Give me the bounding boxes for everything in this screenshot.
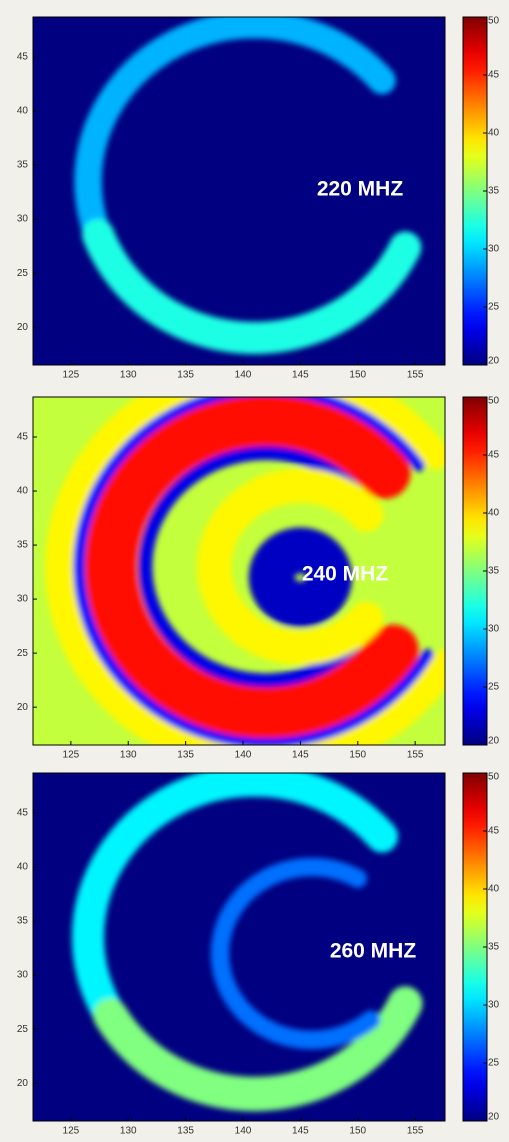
- heat-arc: [85, 397, 419, 739]
- heat-arc: [93, 986, 423, 1112]
- y-tick-label: 35: [17, 916, 29, 927]
- plot-frame: [32, 16, 446, 366]
- colorbar-tick-label: 50: [488, 396, 500, 407]
- colorbar-tick-label: 45: [488, 70, 500, 81]
- x-tick-label: 155: [407, 750, 424, 761]
- x-tick-label: 150: [349, 750, 366, 761]
- y-tick-label: 45: [17, 808, 29, 819]
- colorbar-tick-label: 20: [488, 736, 500, 747]
- heat-arc: [45, 397, 445, 745]
- y-tick-label: 30: [17, 214, 29, 225]
- x-tick-label: 150: [349, 370, 366, 381]
- plot-frame: [32, 396, 446, 746]
- colorbar-tick-label: 40: [488, 128, 500, 139]
- heat-arc: [74, 17, 396, 249]
- x-tick-label: 145: [292, 750, 309, 761]
- x-tick-label: 145: [292, 1126, 309, 1137]
- panel-label: 220 MHZ: [317, 178, 404, 201]
- y-tick-label: 35: [17, 160, 29, 171]
- y-tick-label: 25: [17, 268, 29, 279]
- heat-arc: [82, 218, 422, 355]
- plot-frame: [32, 772, 446, 1122]
- rings: [72, 773, 423, 1112]
- plot-area: [33, 397, 445, 745]
- x-tick-label: 140: [235, 750, 252, 761]
- y-tick-label: 40: [17, 486, 29, 497]
- x-tick-label: 140: [235, 1126, 252, 1137]
- y-tick-label: 25: [17, 1024, 29, 1035]
- y-tick-label: 25: [17, 648, 29, 659]
- colorbar-tick-label: 50: [488, 16, 500, 27]
- colorbar-tick-label: 20: [488, 1112, 500, 1123]
- x-tick-label: 155: [407, 1126, 424, 1137]
- heat-arc: [138, 446, 372, 688]
- colorbar-tick-label: 30: [488, 244, 500, 255]
- colorbar-tick-label: 40: [488, 884, 500, 895]
- colorbar-tick-label: 50: [488, 772, 500, 783]
- plot-area: [33, 773, 445, 1121]
- colorbar-tick-label: 45: [488, 826, 500, 837]
- x-tick-label: 130: [120, 1126, 137, 1137]
- colorbar-tick-label: 35: [488, 942, 500, 953]
- y-tick-label: 30: [17, 970, 29, 981]
- x-tick-label: 145: [292, 370, 309, 381]
- heat-arc: [72, 773, 399, 1032]
- x-tick-label: 125: [63, 370, 80, 381]
- y-tick-label: 40: [17, 862, 29, 873]
- y-tick-label: 45: [17, 52, 29, 63]
- x-tick-label: 155: [407, 370, 424, 381]
- y-tick-label: 45: [17, 432, 29, 443]
- colorbar-tick-label: 25: [488, 682, 500, 693]
- x-tick-label: 150: [349, 1126, 366, 1137]
- x-tick-label: 135: [177, 370, 194, 381]
- panel-label: 260 MHZ: [330, 940, 417, 963]
- heat-arc: [197, 468, 384, 665]
- x-tick-label: 125: [63, 1126, 80, 1137]
- rings: [74, 17, 422, 355]
- heatmap-panel: 125 130 135 140 145 150 155 20 25 30 35 40 45 240 MHZ…: [17, 396, 500, 761]
- y-tick-label: 20: [17, 1078, 29, 1089]
- colorbar-tick-label: 30: [488, 1000, 500, 1011]
- colorbar-tick-label: 25: [488, 302, 500, 313]
- heatmap-panel: 125 130 135 140 145 150 155 20 25 30 35 40 45 260 MHZ…: [17, 772, 500, 1137]
- rings: [45, 397, 445, 745]
- colorbar-tick-label: 35: [488, 186, 500, 197]
- y-tick-label: 30: [17, 594, 29, 605]
- heat-arc: [248, 527, 353, 628]
- colorbar-tick-label: 40: [488, 508, 500, 519]
- heat-arc: [73, 397, 434, 745]
- heat-arc: [210, 857, 381, 1050]
- colorbar-tick-label: 45: [488, 450, 500, 461]
- x-tick-label: 135: [177, 750, 194, 761]
- colorbar-tick-label: 30: [488, 624, 500, 635]
- y-tick-label: 20: [17, 322, 29, 333]
- x-tick-label: 140: [235, 370, 252, 381]
- y-tick-label: 40: [17, 106, 29, 117]
- colorbar-tick-label: 25: [488, 1058, 500, 1069]
- y-tick-label: 20: [17, 702, 29, 713]
- x-tick-label: 130: [120, 750, 137, 761]
- heatmap-panel: 125 130 135 140 145 150 155 20 25 30 35 40 45 220 MHZ…: [17, 16, 500, 381]
- x-tick-label: 130: [120, 370, 137, 381]
- colorbar-tick-label: 20: [488, 356, 500, 367]
- colorbar-tick-label: 35: [488, 566, 500, 577]
- x-tick-label: 125: [63, 750, 80, 761]
- y-tick-label: 35: [17, 540, 29, 551]
- plot-area: [33, 17, 445, 365]
- panel-label: 240 MHZ: [302, 563, 389, 586]
- x-tick-label: 135: [177, 1126, 194, 1137]
